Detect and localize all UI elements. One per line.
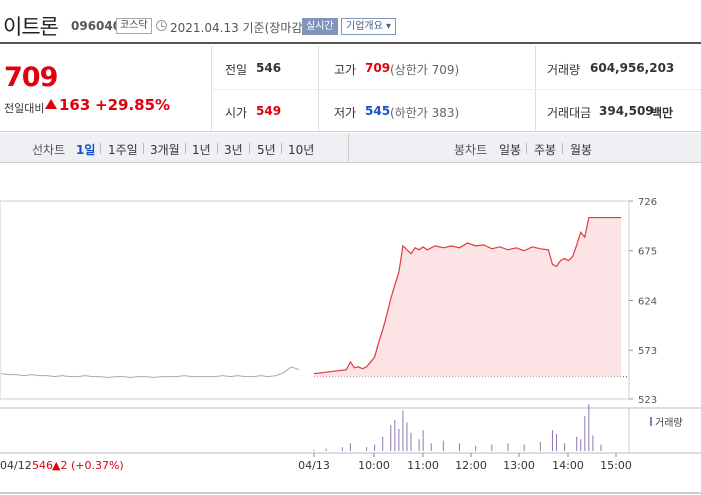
amount-label: 거래대금 xyxy=(547,106,592,120)
today-price-line xyxy=(313,216,622,375)
change-percent: +29.85% xyxy=(95,96,171,114)
high-label: 고가 xyxy=(334,63,357,77)
separator xyxy=(249,143,250,154)
candle-monthly[interactable]: 월봉 xyxy=(570,143,593,157)
change-value: 163 xyxy=(59,96,91,114)
x-tick-label: 11:00 xyxy=(407,459,439,472)
amount-value: 394,509 xyxy=(599,104,654,118)
period-1day[interactable]: 1일 xyxy=(76,143,96,157)
x-tick-label: 10:00 xyxy=(358,459,390,472)
prev-close-value: 546 xyxy=(256,61,282,75)
divider xyxy=(211,46,212,131)
y-tick-label: 523 xyxy=(638,395,657,406)
volume-legend-label: 거래량 xyxy=(655,417,683,429)
quote-date: 2021.04.13 기준(장마감) xyxy=(170,21,308,35)
separator xyxy=(185,143,186,154)
prev-close-label: 전일 xyxy=(225,63,248,77)
volume-legend-swatch xyxy=(650,417,652,426)
today-area xyxy=(314,217,622,377)
current-price: 709 xyxy=(4,62,58,93)
volume-value: 604,956,203 xyxy=(590,61,675,75)
period-10year[interactable]: 10년 xyxy=(288,143,315,157)
stock-header: 이트론 096040 코스닥 2021.04.13 기준(장마감) 실시간 기업… xyxy=(0,0,701,44)
upper-limit: (상한가 709) xyxy=(390,63,460,77)
low-value: 545 xyxy=(365,104,391,118)
prev-change-value: ▲2 (+0.37%) xyxy=(52,459,124,472)
prev-close-value: 546 xyxy=(32,459,53,472)
separator xyxy=(348,133,349,163)
candle-weekly[interactable]: 주봉 xyxy=(534,143,557,157)
period-1year[interactable]: 1년 xyxy=(192,143,211,157)
separator xyxy=(217,143,218,154)
quote-summary: 709 전일대비 163 +29.85% 전일 546 고가 709 (상한가 … xyxy=(0,46,701,132)
line-chart-label: 선차트 xyxy=(32,143,66,157)
divider xyxy=(535,46,536,131)
open-label: 시가 xyxy=(225,106,248,120)
volume-label: 거래량 xyxy=(547,63,581,77)
x-tick-label: 12:00 xyxy=(455,459,487,472)
market-badge: 코스닥 xyxy=(116,18,152,34)
candle-daily[interactable]: 일봉 xyxy=(499,143,522,157)
company-overview-dropdown[interactable]: 기업개요 ▾ xyxy=(341,18,396,35)
x-tick-label: 15:00 xyxy=(600,459,632,472)
low-label: 저가 xyxy=(334,106,357,120)
divider xyxy=(211,89,701,90)
x-tick-label: 14:00 xyxy=(552,459,584,472)
y-tick-label: 675 xyxy=(638,247,657,258)
separator xyxy=(562,143,563,154)
chart-svg: 726 675 624 573 523 거래량 04/13 10:00 11:00 12:00 13… xyxy=(0,197,701,494)
prev-day-line xyxy=(0,366,300,379)
lower-limit: (하한가 383) xyxy=(390,106,460,120)
period-3year[interactable]: 3년 xyxy=(224,143,243,157)
price-chart: 726 675 624 573 523 거래량 04/13 10:00 11:00 12:00 13… xyxy=(0,163,701,495)
separator xyxy=(100,143,101,154)
separator xyxy=(526,143,527,154)
up-arrow-icon xyxy=(45,99,57,109)
amount-unit: 백만 xyxy=(651,106,674,120)
change-label: 전일대비 xyxy=(4,102,45,115)
company-name: 이트론 xyxy=(3,15,59,39)
y-tick-label: 573 xyxy=(638,346,657,357)
high-value: 709 xyxy=(365,61,391,75)
separator xyxy=(143,143,144,154)
y-tick-label: 726 xyxy=(638,197,657,208)
prev-date-label: 04/12 xyxy=(0,459,32,472)
clock-icon xyxy=(156,20,167,31)
y-tick-label: 624 xyxy=(638,296,657,307)
open-value: 549 xyxy=(256,104,282,118)
chart-controls: 선차트 1일 1주일 3개월 1년 3년 5년 10년 봉차트 일봉 주봉 월봉 xyxy=(0,133,701,163)
x-tick-label: 04/13 xyxy=(298,459,330,472)
stock-code: 096040 xyxy=(71,19,122,33)
candle-chart-label: 봉차트 xyxy=(454,143,488,157)
period-5year[interactable]: 5년 xyxy=(257,143,276,157)
realtime-button[interactable]: 실시간 xyxy=(302,18,338,35)
x-tick-label: 13:00 xyxy=(503,459,535,472)
period-3month[interactable]: 3개월 xyxy=(150,143,180,157)
divider xyxy=(318,46,319,131)
period-1week[interactable]: 1주일 xyxy=(108,143,138,157)
separator xyxy=(281,143,282,154)
